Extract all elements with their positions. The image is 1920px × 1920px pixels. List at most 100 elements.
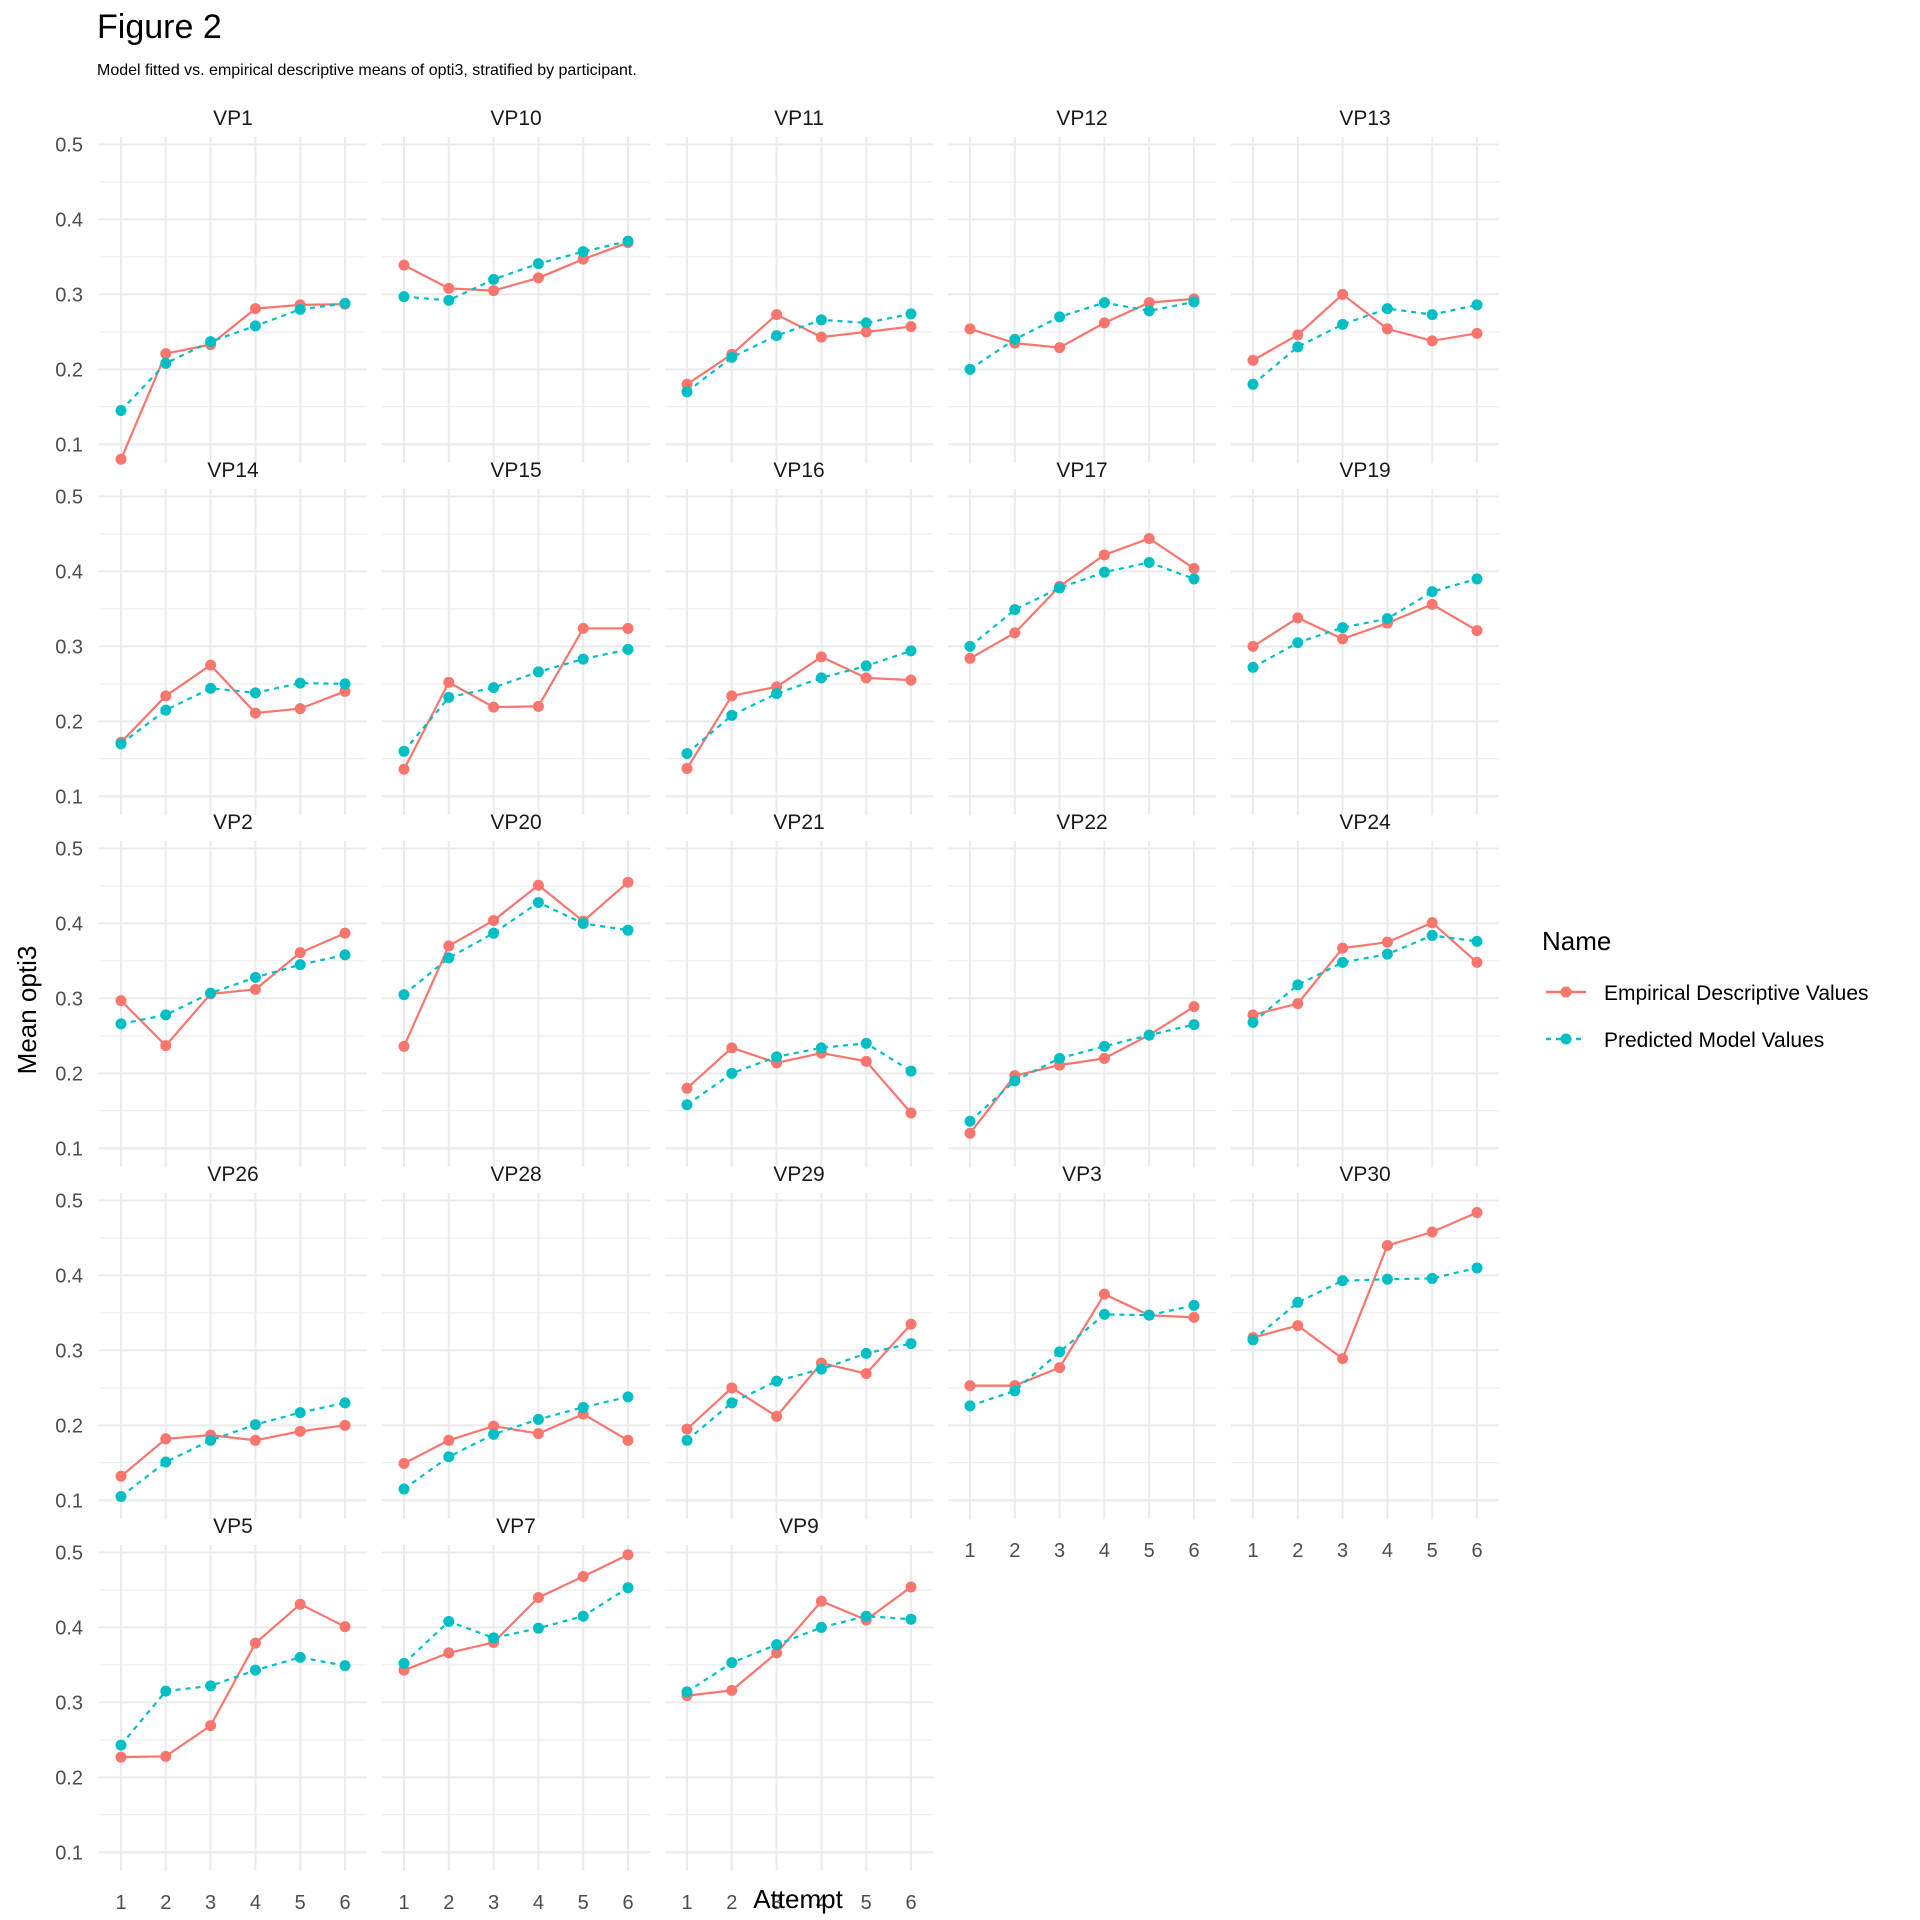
predicted-point xyxy=(160,357,172,369)
predicted-point xyxy=(1143,1029,1155,1041)
predicted-line xyxy=(969,1023,1195,1123)
empirical-point xyxy=(398,1458,410,1470)
y-tick-label: 0.1 xyxy=(55,434,83,456)
predicted-point xyxy=(443,1615,455,1627)
empirical-point xyxy=(1143,297,1155,309)
predicted-point xyxy=(622,643,634,655)
empirical-point xyxy=(532,1428,544,1440)
empirical-point xyxy=(681,1082,693,1094)
empirical-point xyxy=(1098,1052,1110,1064)
facet-label: VP2 xyxy=(213,811,253,834)
x-tick-label: 2 xyxy=(1009,1540,1020,1562)
predicted-line xyxy=(403,240,629,302)
legend-label-predicted: Predicted Model Values xyxy=(1604,1029,1824,1052)
empirical-point xyxy=(1009,627,1021,639)
predicted-point xyxy=(1143,556,1155,568)
predicted-point xyxy=(339,297,351,309)
predicted-point xyxy=(532,258,544,270)
predicted-line xyxy=(686,1615,912,1693)
predicted-point xyxy=(771,688,783,700)
empirical-point xyxy=(205,659,217,671)
predicted-point xyxy=(294,677,306,689)
predicted-point xyxy=(1188,296,1200,308)
empirical-point xyxy=(905,1107,917,1119)
predicted-point xyxy=(160,1685,172,1697)
empirical-point xyxy=(964,652,976,664)
predicted-point xyxy=(577,653,589,665)
y-tick-label: 0.5 xyxy=(55,1190,83,1212)
predicted-point xyxy=(1292,1296,1304,1308)
predicted-point xyxy=(532,896,544,908)
empirical-point xyxy=(249,1637,261,1649)
empirical-point xyxy=(160,690,172,702)
y-tick-label: 0.3 xyxy=(55,988,83,1010)
predicted-point xyxy=(488,682,500,694)
empirical-line xyxy=(969,1005,1195,1134)
predicted-point xyxy=(1471,573,1483,585)
empirical-point xyxy=(860,1055,872,1067)
facet-panel: VP11 xyxy=(665,107,933,463)
empirical-point xyxy=(622,876,634,888)
facet-panel: VP15 xyxy=(382,459,650,815)
empirical-line xyxy=(120,663,346,744)
y-tick-label: 0.3 xyxy=(55,636,83,658)
predicted-point xyxy=(622,1391,634,1403)
empirical-line xyxy=(686,313,912,386)
empirical-point xyxy=(905,1318,917,1330)
y-tick-label: 0.5 xyxy=(55,134,83,156)
empirical-line xyxy=(1252,921,1478,1016)
y-tick-label: 0.2 xyxy=(55,1767,83,1789)
empirical-point xyxy=(622,622,634,634)
predicted-point xyxy=(1188,573,1200,585)
predicted-point xyxy=(1381,948,1393,960)
predicted-point xyxy=(205,1680,217,1692)
predicted-point xyxy=(1009,333,1021,345)
empirical-point xyxy=(860,326,872,338)
x-tick-label: 5 xyxy=(861,1892,872,1914)
predicted-point xyxy=(115,405,127,417)
predicted-point xyxy=(249,971,261,983)
empirical-point xyxy=(339,927,351,939)
empirical-point xyxy=(294,703,306,715)
x-tick-label: 2 xyxy=(443,1892,454,1914)
empirical-point xyxy=(1471,956,1483,968)
empirical-line xyxy=(120,1602,346,1759)
predicted-point xyxy=(577,917,589,929)
predicted-line xyxy=(969,1304,1195,1407)
facet-panel: VP12 xyxy=(948,107,1216,463)
x-tick-label: 3 xyxy=(1337,1540,1348,1562)
empirical-line xyxy=(1252,603,1478,648)
facet-panel: VP20 xyxy=(382,811,650,1167)
predicted-point xyxy=(1143,305,1155,317)
predicted-point xyxy=(681,1434,693,1446)
x-tick-label: 2 xyxy=(726,1892,737,1914)
predicted-point xyxy=(1009,604,1021,616)
facet-panel: VP13 xyxy=(1231,107,1499,463)
empirical-point xyxy=(577,622,589,634)
facet-label: VP12 xyxy=(1056,107,1107,130)
facet-label: VP16 xyxy=(773,459,824,482)
predicted-point xyxy=(726,709,738,721)
facet-label: VP26 xyxy=(207,1163,258,1186)
empirical-point xyxy=(1098,317,1110,329)
facet-label: VP3 xyxy=(1062,1163,1102,1186)
empirical-point xyxy=(1098,1288,1110,1300)
predicted-point xyxy=(771,330,783,342)
predicted-point xyxy=(532,1622,544,1634)
predicted-point xyxy=(905,1065,917,1077)
facet-label: VP1 xyxy=(213,107,253,130)
predicted-point xyxy=(1054,1346,1066,1358)
empirical-point xyxy=(1292,329,1304,341)
predicted-point xyxy=(577,246,589,258)
predicted-point xyxy=(1426,309,1438,321)
y-tick-label: 0.1 xyxy=(55,786,83,808)
predicted-point xyxy=(294,1407,306,1419)
predicted-point xyxy=(398,989,410,1001)
empirical-point xyxy=(115,1751,127,1763)
empirical-point xyxy=(443,282,455,294)
x-tick-label: 4 xyxy=(816,1892,827,1914)
empirical-point xyxy=(726,1382,738,1394)
predicted-point xyxy=(964,1400,976,1412)
x-tick-label: 6 xyxy=(622,1892,633,1914)
y-tick-label: 0.1 xyxy=(55,1842,83,1864)
